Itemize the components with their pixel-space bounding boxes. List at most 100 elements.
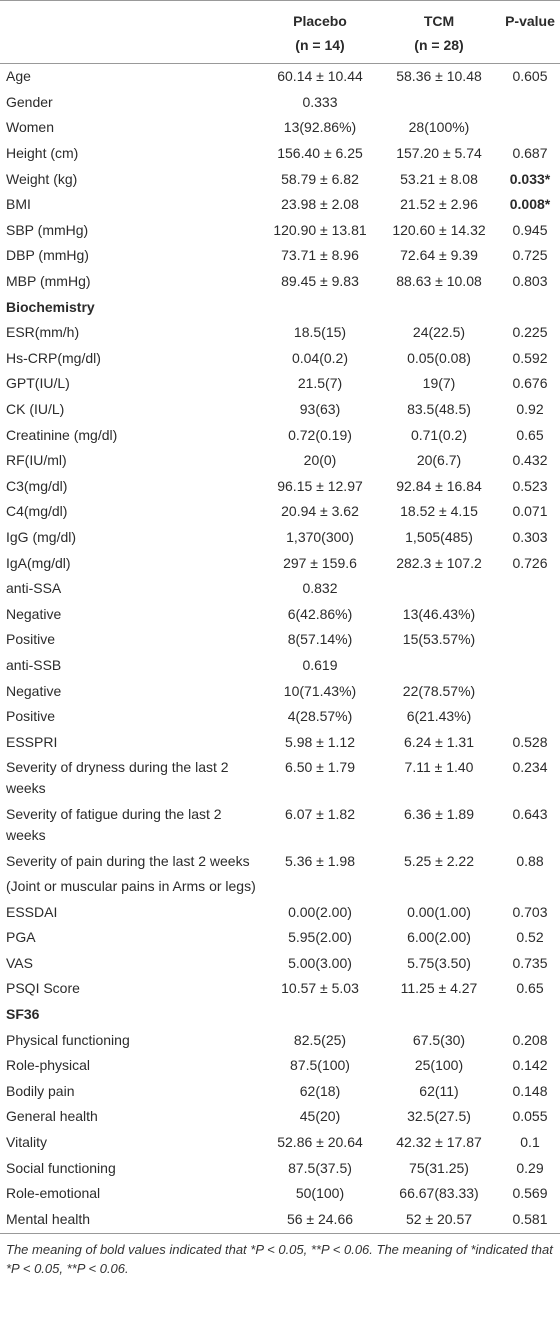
row-label: Creatinine (mg/dl) — [6, 426, 118, 443]
row-label: CK (IU/L) — [6, 401, 65, 418]
row-label: Physical functioning — [6, 1031, 130, 1048]
tcm-cell: 11.25 ± 4.27 — [400, 980, 478, 997]
tcm-cell: 20(6.7) — [416, 452, 462, 469]
table-row: PSQI Score 10.57 ± 5.03 11.25 ± 4.27 0.65 — [0, 976, 560, 1002]
placebo-cell: 62(18) — [299, 1082, 341, 1099]
empty-cell — [378, 653, 500, 679]
p-cell: 0.65 — [516, 426, 544, 443]
placebo-cell: 0.00(2.00) — [288, 903, 352, 920]
row-label: Severity of pain during the last 2 weeks — [6, 852, 250, 869]
tcm-cell: 0.00(1.00) — [407, 903, 471, 920]
tcm-cell: 92.84 ± 16.84 — [396, 477, 482, 494]
p-cell: 0.703 — [512, 903, 548, 920]
tcm-cell: 6.00(2.00) — [407, 929, 471, 946]
table-row: MBP (mmHg) 89.45 ± 9.83 88.63 ± 10.08 0.803 — [0, 269, 560, 295]
placebo-cell: 13(92.86%) — [283, 119, 357, 136]
header-cell: P-value — [500, 0, 560, 64]
placebo-cell: 6.07 ± 1.82 — [285, 805, 355, 822]
row-label: Negative — [6, 605, 62, 622]
table-row: C3(mg/dl) 96.15 ± 12.97 92.84 ± 16.84 0.523 — [0, 474, 560, 500]
tcm-cell: 62(11) — [419, 1082, 459, 1099]
p-cell: 0.432 — [512, 452, 548, 469]
tcm-cell: 22(78.57%) — [402, 682, 476, 699]
placebo-cell: 56 ± 24.66 — [262, 1206, 378, 1234]
table-row: Bodily pain 62(18) 62(11) 0.148 — [0, 1079, 560, 1105]
placebo-cell: 58.79 ± 6.82 — [281, 170, 359, 187]
placebo-cell: 93(63) — [299, 401, 341, 418]
row-label: Positive — [6, 708, 56, 725]
table-row: Hs-CRP(mg/dl) 0.04(0.2) 0.05(0.08) 0.592 — [0, 346, 560, 372]
table-row: Weight (kg) 58.79 ± 6.82 53.21 ± 8.08 0.033… — [0, 166, 560, 192]
table-row: GPT(IU/L) 21.5(7) 19(7) 0.676 — [0, 371, 560, 397]
tcm-cell: 13(46.43%) — [402, 605, 476, 622]
empty-cell — [500, 678, 560, 704]
table-row: IgG (mg/dl) 1,370(300) 1,505(485) 0.303 — [0, 525, 560, 551]
p-cell: 0.055 — [512, 1108, 548, 1125]
column-name: TCM — [423, 13, 455, 29]
row-label: Weight (kg) — [6, 170, 78, 187]
placebo-cell: 0.04(0.2) — [291, 349, 349, 366]
table-row: Severity of pain during the last 2 weeks… — [0, 848, 560, 874]
p-cell: 0.88 — [516, 852, 544, 869]
table-row: General health 45(20) 32.5(27.5) 0.055 — [0, 1104, 560, 1130]
table-row: Severity of dryness during the last 2 we… — [0, 755, 560, 802]
row-label: C4(mg/dl) — [6, 503, 68, 520]
placebo-cell: 96.15 ± 12.97 — [277, 477, 363, 494]
p-cell: 0.945 — [512, 221, 548, 238]
table-row: Role-physical 87.5(100) 25(100) 0.142 — [0, 1053, 560, 1079]
tcm-cell: 6.36 ± 1.89 — [404, 805, 474, 822]
row-label: IgG (mg/dl) — [6, 528, 77, 545]
row-label: Severity of fatigue during the last 2 we… — [6, 805, 222, 843]
table-row: ESR(mm/h) 18.5(15) 24(22.5) 0.225 — [0, 320, 560, 346]
table-row: Negative 10(71.43%) 22(78.57%) — [0, 678, 560, 704]
row-label: SBP (mmHg) — [6, 221, 89, 238]
table-row: ESSPRI 5.98 ± 1.12 6.24 ± 1.31 0.528 — [0, 729, 560, 755]
row-label: anti-SSA — [6, 580, 62, 597]
table-row: anti-SSB 0.619 — [0, 653, 560, 679]
tcm-cell: 21.52 ± 2.96 — [400, 196, 478, 213]
placebo-cell: 23.98 ± 2.08 — [281, 196, 359, 213]
tcm-cell: 0.05(0.08) — [407, 349, 471, 366]
table-row: Mental health 56 ± 24.66 52 ± 20.57 0.581 — [0, 1206, 560, 1234]
table-row: SBP (mmHg) 120.90 ± 13.81 120.60 ± 14.32 0.… — [0, 218, 560, 244]
row-label: MBP (mmHg) — [6, 273, 91, 290]
placebo-cell: 73.71 ± 8.96 — [281, 247, 359, 264]
empty-cell — [500, 90, 560, 116]
column-n: (n = 14) — [295, 37, 345, 53]
placebo-cell: 5.36 ± 1.98 — [285, 852, 355, 869]
placebo-cell: 8(57.14%) — [287, 631, 353, 648]
p-cell: 0.29 — [516, 1159, 544, 1176]
tcm-cell: 25(100) — [414, 1057, 464, 1074]
p-cell: 0.148 — [512, 1082, 548, 1099]
p-cell: 0.142 — [512, 1057, 548, 1074]
table-row: DBP (mmHg) 73.71 ± 8.96 72.64 ± 9.39 0.725 — [0, 243, 560, 269]
empty-cell — [500, 653, 560, 679]
column-n: (n = 28) — [414, 37, 464, 53]
table-row: Height (cm) 156.40 ± 6.25 157.20 ± 5.74 0.6… — [0, 141, 560, 167]
table-row: Role-emotional 50(100) 66.67(83.33) 0.569 — [0, 1181, 560, 1207]
row-label: ESR(mm/h) — [6, 324, 80, 341]
tcm-cell: 28(100%) — [408, 119, 470, 136]
row-label: Positive — [6, 631, 56, 648]
table-row: Age 60.14 ± 10.44 58.36 ± 10.48 0.605 — [0, 64, 560, 90]
p-cell: 0.803 — [512, 273, 548, 290]
row-label: Mental health — [0, 1206, 262, 1234]
p-cell: 0.528 — [512, 733, 548, 750]
row-label: BMI — [6, 196, 31, 213]
row-label: Negative — [6, 682, 62, 699]
p-cell: 0.735 — [512, 954, 548, 971]
empty-cell — [378, 90, 500, 116]
table-row: Gender 0.333 — [0, 90, 560, 116]
tcm-cell: 32.5(27.5) — [407, 1108, 471, 1125]
table-row: C4(mg/dl) 20.94 ± 3.62 18.52 ± 4.15 0.071 — [0, 499, 560, 525]
table-row: Physical functioning 82.5(25) 67.5(30) 0.20… — [0, 1027, 560, 1053]
p-cell: 0.676 — [512, 375, 548, 392]
p-cell: 0.726 — [512, 554, 548, 571]
footnote: The meaning of bold values indicated tha… — [6, 1241, 553, 1276]
p-cell: 0.687 — [512, 145, 548, 162]
placebo-cell: 82.5(25) — [293, 1031, 347, 1048]
tcm-cell: 58.36 ± 10.48 — [396, 68, 482, 85]
placebo-cell: 0.832 — [302, 580, 338, 597]
empty-cell — [500, 576, 560, 602]
